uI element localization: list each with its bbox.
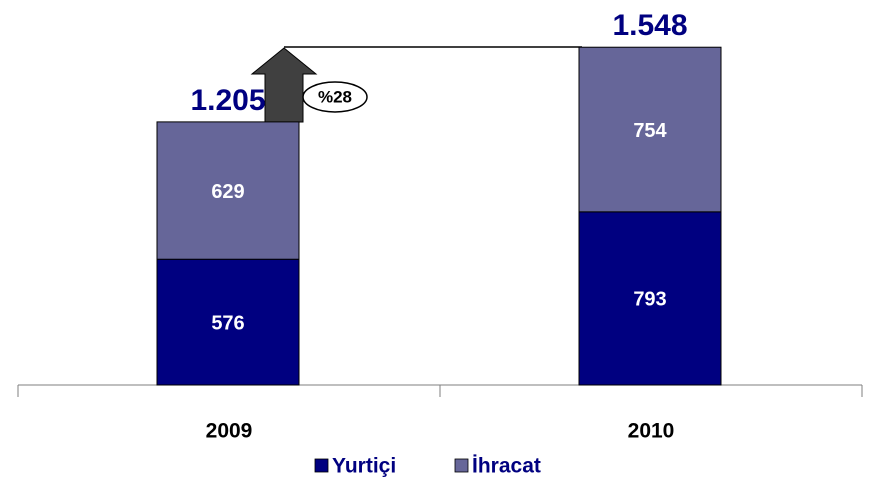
x-tick-label: 2010 — [628, 420, 675, 443]
arrow-shape — [250, 47, 318, 123]
growth-arrow: %28 — [250, 46, 582, 123]
x-tick-label: 2009 — [206, 420, 253, 443]
segment-label: 793 — [633, 289, 666, 311]
total-label: 1.548 — [612, 9, 687, 42]
bar-segment — [578, 211, 722, 386]
segment-label: 754 — [633, 120, 667, 142]
bar-segment — [156, 258, 300, 386]
segment-label: 576 — [211, 312, 244, 334]
bar-segment — [578, 46, 722, 213]
legend-label: İhracat — [472, 455, 541, 478]
annotation: %28 — [318, 87, 352, 106]
bar-segment — [156, 121, 300, 260]
legend-label: Yurtiçi — [332, 455, 396, 478]
legend-swatch — [314, 458, 329, 473]
segment-label: 629 — [211, 181, 244, 203]
annotation-ellipse — [302, 81, 368, 113]
total-label: 1.205 — [190, 84, 265, 117]
legend-swatch — [454, 458, 469, 473]
